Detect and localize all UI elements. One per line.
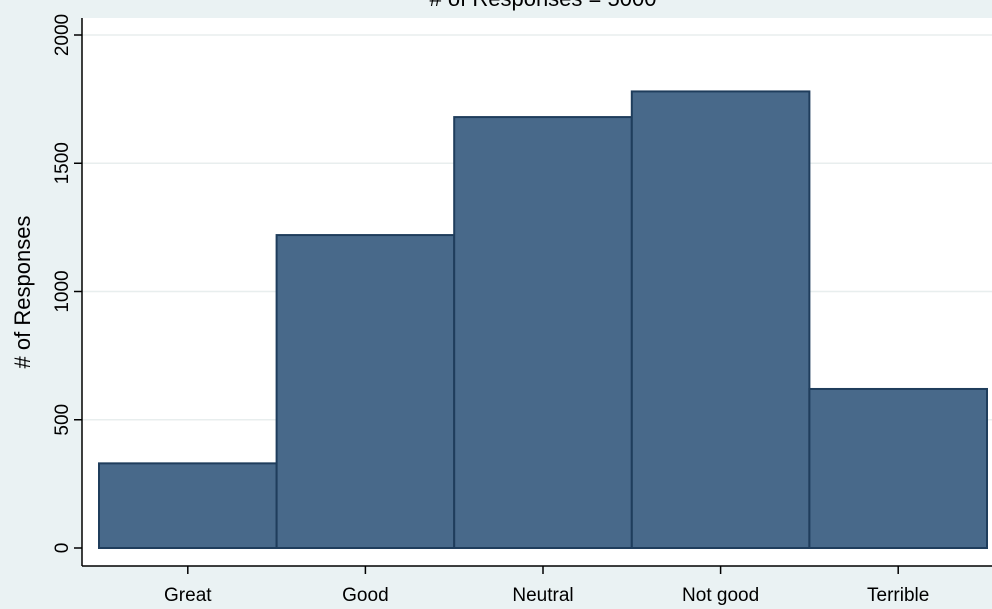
bar-good <box>275 234 456 549</box>
bar-not-good <box>630 90 811 550</box>
y-tick-label: 1500 <box>52 142 73 184</box>
bar-terrible <box>808 387 989 549</box>
x-axis-ticks: Great Good Neutral Not good Terrible <box>164 566 929 606</box>
y-axis-label: # of Responses <box>10 216 35 369</box>
y-axis-ticks: 0 500 1000 1500 2000 <box>52 14 82 553</box>
chart-title: # of Responses = 5000 <box>430 0 657 11</box>
x-tick-label: Great <box>164 585 212 606</box>
x-tick-label: Good <box>342 585 388 606</box>
y-tick-label: 0 <box>52 543 73 554</box>
bar-neutral <box>453 116 633 550</box>
y-tick-label: 500 <box>52 404 73 436</box>
x-tick-label: Terrible <box>867 585 929 606</box>
x-tick-label: Neutral <box>512 585 573 606</box>
bars <box>98 90 989 550</box>
x-tick-label: Not good <box>682 585 759 606</box>
y-tick-label: 2000 <box>52 14 73 56</box>
y-tick-label: 1000 <box>52 270 73 312</box>
bar-great <box>98 462 278 550</box>
